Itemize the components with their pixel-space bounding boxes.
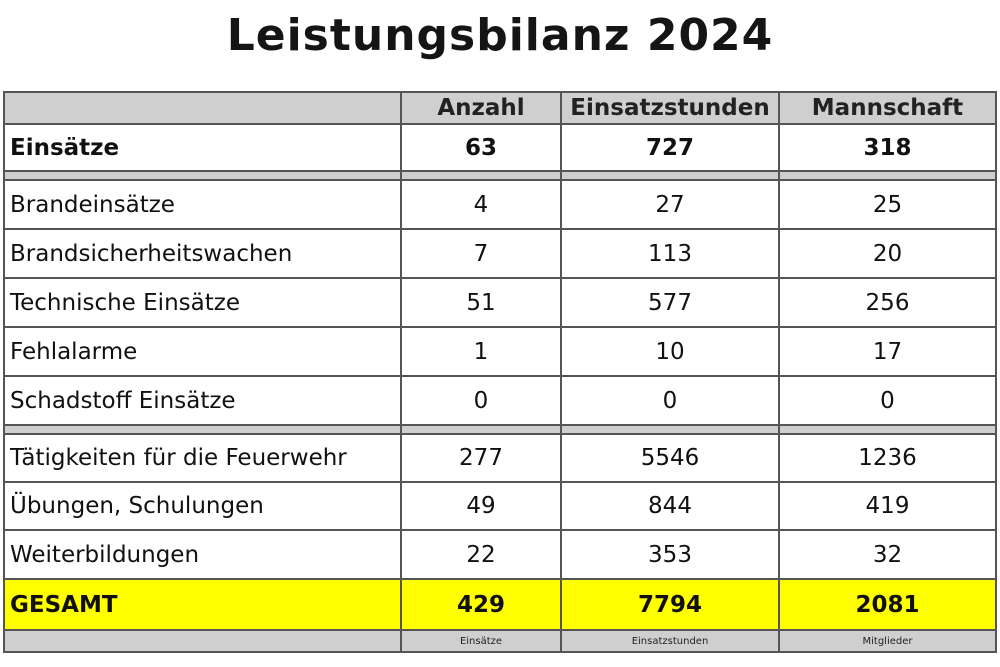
cell-anzahl: 277 <box>402 435 562 481</box>
cell-einsatzstunden: 727 <box>562 125 780 170</box>
row-label: Einsätze <box>5 125 402 170</box>
header-mannschaft: Mannschaft <box>811 95 964 121</box>
cell-mannschaft: 0 <box>880 387 895 414</box>
row-label: Brandeinsätze <box>5 181 402 228</box>
cell-anzahl: 1 <box>402 328 562 375</box>
footer-mannschaft: Mitglieder <box>862 635 913 647</box>
footer-einsatzstunden: Einsatzstunden <box>562 631 780 651</box>
table-row: Tätigkeiten für die Feuerwehr 277 5546 1… <box>5 435 995 483</box>
section-separator <box>5 172 995 181</box>
row-label: Weiterbildungen <box>5 531 402 578</box>
cell-einsatzstunden: 844 <box>562 483 780 529</box>
total-mannschaft: 2081 <box>855 591 920 618</box>
cell-einsatzstunden: 0 <box>562 377 780 424</box>
cell-anzahl: 7 <box>402 230 562 277</box>
header-einsatzstunden: Einsatzstunden <box>562 93 780 123</box>
table-row: Fehlalarme 1 10 17 <box>5 328 995 377</box>
footer-blank <box>5 631 402 651</box>
total-row: GESAMT 429 7794 2081 <box>5 580 995 631</box>
cell-mannschaft: 17 <box>872 338 903 365</box>
cell-mannschaft: 419 <box>865 493 910 519</box>
cell-anzahl: 22 <box>402 531 562 578</box>
header-blank <box>5 93 402 123</box>
cell-einsatzstunden: 5546 <box>562 435 780 481</box>
cell-anzahl: 4 <box>402 181 562 228</box>
table-row: Schadstoff Einsätze 0 0 0 <box>5 377 995 426</box>
row-label: Schadstoff Einsätze <box>5 377 402 424</box>
cell-einsatzstunden: 113 <box>562 230 780 277</box>
section-separator <box>5 426 995 435</box>
total-label: GESAMT <box>5 580 402 629</box>
row-label: Übungen, Schulungen <box>5 483 402 529</box>
row-label: Tätigkeiten für die Feuerwehr <box>5 435 402 481</box>
table-row: Brandsicherheitswachen 7 113 20 <box>5 230 995 279</box>
table-row: Übungen, Schulungen 49 844 419 <box>5 483 995 531</box>
cell-mannschaft: 318 <box>863 134 912 161</box>
cell-mannschaft: 256 <box>865 289 910 316</box>
cell-mannschaft: 32 <box>872 541 903 568</box>
cell-einsatzstunden: 10 <box>562 328 780 375</box>
cell-mannschaft: 20 <box>872 240 903 267</box>
table-row: Technische Einsätze 51 577 256 <box>5 279 995 328</box>
row-label: Brandsicherheitswachen <box>5 230 402 277</box>
total-einsatzstunden: 7794 <box>562 580 780 629</box>
total-anzahl: 429 <box>402 580 562 629</box>
row-label: Technische Einsätze <box>5 279 402 326</box>
summary-row: Einsätze 63 727 318 <box>5 125 995 172</box>
table-row: Brandeinsätze 4 27 25 <box>5 181 995 230</box>
header-anzahl: Anzahl <box>402 93 562 123</box>
cell-mannschaft: 1236 <box>858 445 917 471</box>
cell-einsatzstunden: 27 <box>562 181 780 228</box>
cell-anzahl: 0 <box>402 377 562 424</box>
page-title: Leistungsbilanz 2024 <box>226 10 774 61</box>
cell-einsatzstunden: 353 <box>562 531 780 578</box>
cell-anzahl: 49 <box>402 483 562 529</box>
footer-row: Einsätze Einsatzstunden Mitglieder <box>5 631 995 651</box>
row-label: Fehlalarme <box>5 328 402 375</box>
cell-einsatzstunden: 577 <box>562 279 780 326</box>
cell-anzahl: 63 <box>402 125 562 170</box>
table-header: Anzahl Einsatzstunden Mannschaft <box>5 93 995 125</box>
cell-mannschaft: 25 <box>872 191 903 218</box>
table-row: Weiterbildungen 22 353 32 <box>5 531 995 580</box>
performance-table: Anzahl Einsatzstunden Mannschaft Einsätz… <box>3 91 997 653</box>
cell-anzahl: 51 <box>402 279 562 326</box>
footer-anzahl: Einsätze <box>402 631 562 651</box>
